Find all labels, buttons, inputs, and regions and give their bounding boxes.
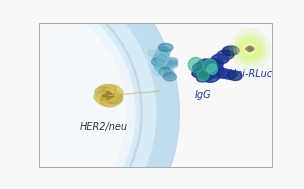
Ellipse shape — [108, 90, 116, 96]
Ellipse shape — [95, 94, 111, 104]
Ellipse shape — [0, 0, 156, 189]
Ellipse shape — [104, 89, 113, 95]
Ellipse shape — [155, 50, 169, 59]
Ellipse shape — [157, 57, 168, 64]
Ellipse shape — [167, 60, 178, 66]
Polygon shape — [246, 45, 254, 53]
Ellipse shape — [98, 84, 114, 97]
Ellipse shape — [154, 62, 167, 70]
Polygon shape — [234, 33, 266, 65]
Polygon shape — [230, 29, 270, 69]
Ellipse shape — [106, 92, 111, 94]
Ellipse shape — [207, 58, 223, 68]
Ellipse shape — [193, 63, 208, 73]
Ellipse shape — [197, 71, 214, 82]
Ellipse shape — [246, 48, 250, 50]
Ellipse shape — [197, 59, 215, 70]
Ellipse shape — [0, 0, 179, 189]
Ellipse shape — [153, 54, 167, 63]
Ellipse shape — [192, 69, 208, 78]
Ellipse shape — [100, 97, 117, 107]
Ellipse shape — [99, 93, 109, 98]
Ellipse shape — [157, 47, 171, 55]
Ellipse shape — [0, 0, 126, 189]
Ellipse shape — [204, 69, 221, 82]
Ellipse shape — [105, 90, 123, 101]
Ellipse shape — [216, 68, 230, 78]
Ellipse shape — [148, 50, 159, 57]
Ellipse shape — [104, 96, 113, 102]
Ellipse shape — [197, 69, 209, 81]
Ellipse shape — [101, 95, 110, 101]
Ellipse shape — [94, 90, 110, 101]
Ellipse shape — [250, 47, 254, 50]
Ellipse shape — [102, 96, 121, 106]
Ellipse shape — [109, 93, 118, 98]
Ellipse shape — [188, 57, 203, 72]
Ellipse shape — [106, 96, 111, 99]
Text: IgG: IgG — [195, 91, 211, 100]
Ellipse shape — [167, 58, 178, 64]
Ellipse shape — [102, 94, 108, 97]
Ellipse shape — [210, 67, 224, 77]
Ellipse shape — [106, 87, 123, 98]
Text: HER2/neu: HER2/neu — [80, 122, 128, 132]
Ellipse shape — [98, 95, 114, 106]
Polygon shape — [237, 36, 263, 62]
Ellipse shape — [108, 95, 116, 101]
Polygon shape — [243, 42, 257, 56]
Ellipse shape — [159, 67, 172, 76]
Ellipse shape — [153, 69, 164, 76]
Ellipse shape — [156, 65, 169, 73]
Ellipse shape — [217, 50, 234, 60]
Ellipse shape — [105, 93, 123, 104]
Ellipse shape — [167, 62, 178, 68]
Ellipse shape — [164, 73, 176, 81]
Ellipse shape — [248, 46, 252, 49]
Ellipse shape — [0, 0, 135, 189]
Ellipse shape — [203, 59, 216, 72]
Ellipse shape — [95, 87, 112, 98]
Ellipse shape — [227, 71, 242, 81]
Ellipse shape — [110, 94, 114, 97]
Ellipse shape — [151, 58, 165, 66]
Ellipse shape — [208, 64, 224, 78]
Ellipse shape — [161, 70, 174, 78]
Text: FcUni-RLuc: FcUni-RLuc — [218, 69, 272, 79]
Ellipse shape — [222, 46, 239, 56]
Ellipse shape — [207, 64, 218, 74]
Ellipse shape — [222, 70, 236, 79]
Polygon shape — [240, 39, 260, 59]
Ellipse shape — [248, 49, 252, 52]
Ellipse shape — [202, 62, 218, 72]
Ellipse shape — [101, 90, 110, 96]
Ellipse shape — [158, 43, 173, 51]
Ellipse shape — [203, 60, 222, 72]
Ellipse shape — [101, 84, 116, 95]
Ellipse shape — [103, 85, 120, 96]
Ellipse shape — [212, 54, 229, 64]
